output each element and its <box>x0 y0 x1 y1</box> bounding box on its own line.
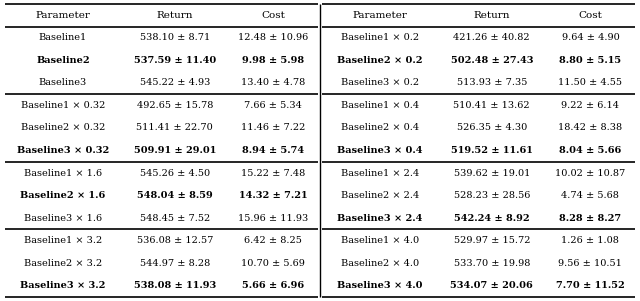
Text: Parameter: Parameter <box>35 11 90 20</box>
Text: Baseline1 × 0.32: Baseline1 × 0.32 <box>20 101 105 110</box>
Text: Cost: Cost <box>262 11 285 20</box>
Text: 492.65 ± 15.78: 492.65 ± 15.78 <box>136 101 213 110</box>
Text: 509.91 ± 29.01: 509.91 ± 29.01 <box>134 146 216 155</box>
Text: Baseline3 × 4.0: Baseline3 × 4.0 <box>337 281 422 290</box>
Text: 12.48 ± 10.96: 12.48 ± 10.96 <box>238 33 308 42</box>
Text: 8.94 ± 5.74: 8.94 ± 5.74 <box>243 146 305 155</box>
Text: 1.26 ± 1.08: 1.26 ± 1.08 <box>561 236 620 245</box>
Text: 9.64 ± 4.90: 9.64 ± 4.90 <box>561 33 620 42</box>
Text: 7.66 ± 5.34: 7.66 ± 5.34 <box>244 101 302 110</box>
Text: Baseline3 × 0.2: Baseline3 × 0.2 <box>341 78 419 87</box>
Text: 4.74 ± 5.68: 4.74 ± 5.68 <box>561 191 620 200</box>
Text: 537.59 ± 11.40: 537.59 ± 11.40 <box>134 56 216 65</box>
Text: Baseline2: Baseline2 <box>36 56 90 65</box>
Text: 529.97 ± 15.72: 529.97 ± 15.72 <box>454 236 530 245</box>
Text: 9.98 ± 5.98: 9.98 ± 5.98 <box>243 56 305 65</box>
Text: 11.50 ± 4.55: 11.50 ± 4.55 <box>558 78 622 87</box>
Text: 528.23 ± 28.56: 528.23 ± 28.56 <box>454 191 530 200</box>
Text: 6.42 ± 8.25: 6.42 ± 8.25 <box>244 236 302 245</box>
Text: Return: Return <box>157 11 193 20</box>
Text: 545.22 ± 4.93: 545.22 ± 4.93 <box>140 78 210 87</box>
Text: 548.45 ± 7.52: 548.45 ± 7.52 <box>140 214 210 223</box>
Text: Baseline1 × 1.6: Baseline1 × 1.6 <box>24 169 102 178</box>
Text: Cost: Cost <box>579 11 602 20</box>
Text: 502.48 ± 27.43: 502.48 ± 27.43 <box>451 56 533 65</box>
Text: Baseline2 × 0.2: Baseline2 × 0.2 <box>337 56 422 65</box>
Text: Baseline2 × 1.6: Baseline2 × 1.6 <box>20 191 106 200</box>
Text: 9.56 ± 10.51: 9.56 ± 10.51 <box>559 259 622 268</box>
Text: Baseline3 × 1.6: Baseline3 × 1.6 <box>24 214 102 223</box>
Text: 545.26 ± 4.50: 545.26 ± 4.50 <box>140 169 210 178</box>
Text: Baseline1 × 4.0: Baseline1 × 4.0 <box>341 236 419 245</box>
Text: 5.66 ± 6.96: 5.66 ± 6.96 <box>243 281 305 290</box>
Text: Baseline1 × 2.4: Baseline1 × 2.4 <box>340 169 419 178</box>
Text: 10.70 ± 5.69: 10.70 ± 5.69 <box>241 259 305 268</box>
Text: 538.08 ± 11.93: 538.08 ± 11.93 <box>134 281 216 290</box>
Text: 8.28 ± 8.27: 8.28 ± 8.27 <box>559 214 621 223</box>
Text: Baseline3 × 0.4: Baseline3 × 0.4 <box>337 146 422 155</box>
Text: 544.97 ± 8.28: 544.97 ± 8.28 <box>140 259 210 268</box>
Text: Baseline2 × 0.4: Baseline2 × 0.4 <box>341 123 419 132</box>
Text: 536.08 ± 12.57: 536.08 ± 12.57 <box>136 236 213 245</box>
Text: Baseline1 × 0.2: Baseline1 × 0.2 <box>341 33 419 42</box>
Text: 15.96 ± 11.93: 15.96 ± 11.93 <box>238 214 308 223</box>
Text: 539.62 ± 19.01: 539.62 ± 19.01 <box>454 169 530 178</box>
Text: 548.04 ± 8.59: 548.04 ± 8.59 <box>137 191 212 200</box>
Text: 510.41 ± 13.62: 510.41 ± 13.62 <box>454 101 530 110</box>
Text: Parameter: Parameter <box>353 11 407 20</box>
Text: 513.93 ± 7.35: 513.93 ± 7.35 <box>456 78 527 87</box>
Text: 14.32 ± 7.21: 14.32 ± 7.21 <box>239 191 308 200</box>
Text: 11.46 ± 7.22: 11.46 ± 7.22 <box>241 123 305 132</box>
Text: Baseline3 × 2.4: Baseline3 × 2.4 <box>337 214 422 223</box>
Text: 10.02 ± 10.87: 10.02 ± 10.87 <box>556 169 625 178</box>
Text: 18.42 ± 8.38: 18.42 ± 8.38 <box>558 123 623 132</box>
Text: Baseline3: Baseline3 <box>39 78 87 87</box>
Text: 533.70 ± 19.98: 533.70 ± 19.98 <box>454 259 530 268</box>
Text: 519.52 ± 11.61: 519.52 ± 11.61 <box>451 146 532 155</box>
Text: 8.04 ± 5.66: 8.04 ± 5.66 <box>559 146 621 155</box>
Text: Baseline2 × 3.2: Baseline2 × 3.2 <box>24 259 102 268</box>
Text: 9.22 ± 6.14: 9.22 ± 6.14 <box>561 101 620 110</box>
Text: 534.07 ± 20.06: 534.07 ± 20.06 <box>451 281 533 290</box>
Text: 526.35 ± 4.30: 526.35 ± 4.30 <box>457 123 527 132</box>
Text: 421.26 ± 40.82: 421.26 ± 40.82 <box>454 33 530 42</box>
Text: Baseline2 × 0.32: Baseline2 × 0.32 <box>20 123 105 132</box>
Text: Baseline3 × 3.2: Baseline3 × 3.2 <box>20 281 106 290</box>
Text: 511.41 ± 22.70: 511.41 ± 22.70 <box>136 123 213 132</box>
Text: Baseline1 × 0.4: Baseline1 × 0.4 <box>341 101 419 110</box>
Text: Baseline2 × 2.4: Baseline2 × 2.4 <box>340 191 419 200</box>
Text: 8.80 ± 5.15: 8.80 ± 5.15 <box>559 56 621 65</box>
Text: 13.40 ± 4.78: 13.40 ± 4.78 <box>241 78 305 87</box>
Text: Return: Return <box>474 11 510 20</box>
Text: 542.24 ± 8.92: 542.24 ± 8.92 <box>454 214 530 223</box>
Text: Baseline1 × 3.2: Baseline1 × 3.2 <box>24 236 102 245</box>
Text: Baseline1: Baseline1 <box>39 33 87 42</box>
Text: Baseline3 × 0.32: Baseline3 × 0.32 <box>17 146 109 155</box>
Text: Baseline2 × 4.0: Baseline2 × 4.0 <box>341 259 419 268</box>
Text: 15.22 ± 7.48: 15.22 ± 7.48 <box>241 169 305 178</box>
Text: 538.10 ± 8.71: 538.10 ± 8.71 <box>140 33 210 42</box>
Text: 7.70 ± 11.52: 7.70 ± 11.52 <box>556 281 625 290</box>
